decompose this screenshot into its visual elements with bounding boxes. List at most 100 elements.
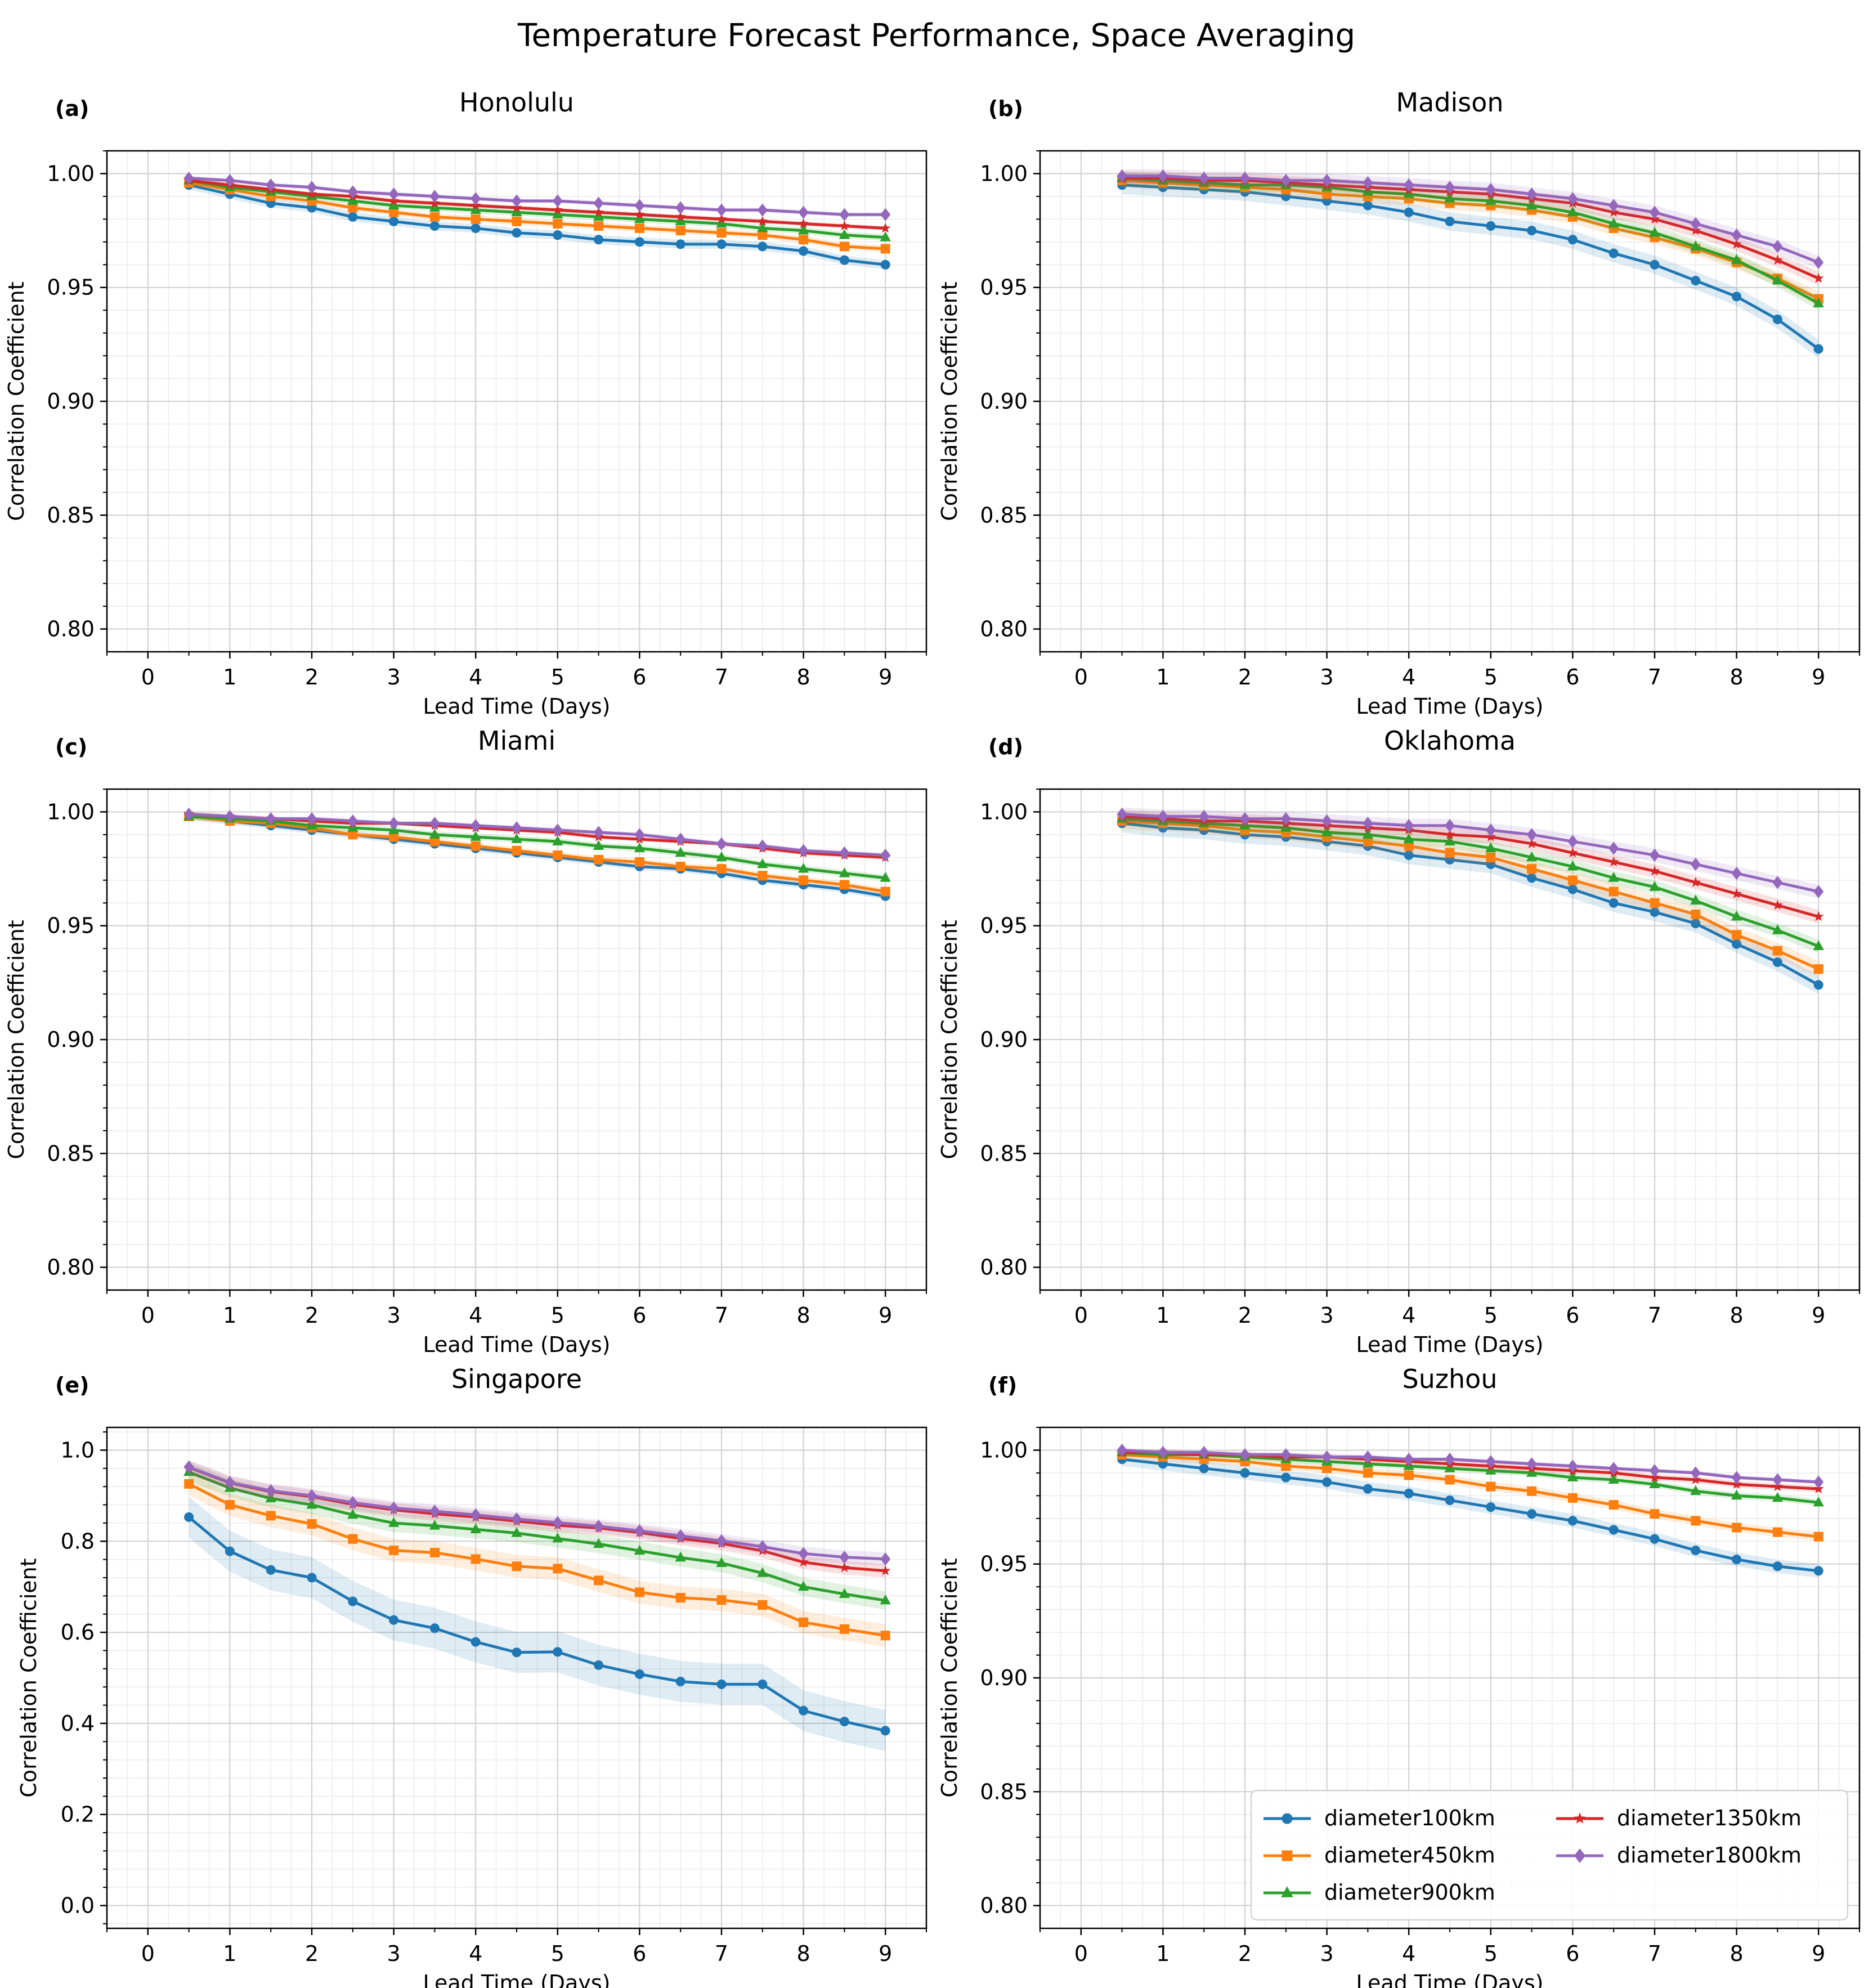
data-point (1608, 199, 1619, 212)
x-tick-label: 0 (141, 665, 155, 689)
x-tick-label: 4 (469, 1303, 482, 1328)
data-point (1404, 207, 1414, 217)
data-point (757, 1540, 768, 1553)
data-point (388, 1517, 400, 1527)
x-tick-label: 5 (1484, 1941, 1498, 1966)
band-diameter100km (1122, 176, 1819, 359)
data-point (225, 809, 235, 823)
data-point (758, 1679, 768, 1689)
data-point (471, 819, 481, 832)
line-diameter450km (1122, 1453, 1819, 1538)
band-diameter100km (1122, 1452, 1819, 1578)
series-diameter1800km (183, 807, 891, 862)
data-point (716, 203, 727, 217)
data-point (552, 835, 563, 845)
data-point (1731, 888, 1742, 899)
data-point (839, 220, 850, 231)
data-point (716, 213, 727, 224)
data-point (593, 840, 604, 850)
data-point (1527, 1509, 1537, 1519)
data-point (634, 1669, 644, 1680)
band-diameter100km (189, 1496, 886, 1752)
y-tick-label: 0.6 (61, 1620, 95, 1645)
x-tick-label: 1 (223, 1303, 236, 1328)
legend-item-diameter1350km: diameter1350km (1556, 1806, 1802, 1830)
series-group (183, 171, 891, 270)
legend-item-diameter1800km: diameter1800km (1556, 1843, 1802, 1868)
band-diameter1800km (189, 812, 886, 858)
data-point (880, 1631, 890, 1641)
data-point (1567, 875, 1578, 885)
legend-marker (1281, 1886, 1293, 1897)
data-point (1526, 1457, 1537, 1471)
data-point (839, 241, 849, 252)
data-point (1813, 272, 1824, 283)
series-diameter1800km (1117, 169, 1824, 270)
data-point (716, 228, 727, 238)
panel-letter: (d) (988, 735, 1023, 759)
y-tick-label: 0.90 (47, 1027, 95, 1052)
data-point (1526, 828, 1537, 841)
data-point (512, 1647, 522, 1658)
x-tick-label: 7 (715, 1941, 728, 1966)
data-point (1690, 877, 1701, 887)
data-point (757, 858, 768, 868)
data-point (429, 817, 440, 830)
data-point (1239, 812, 1251, 826)
data-point (1731, 229, 1742, 242)
x-tick-label: 2 (1238, 1303, 1252, 1328)
data-point (1813, 980, 1823, 990)
x-tick-label: 2 (1238, 665, 1252, 689)
series-diameter1800km (183, 1460, 891, 1566)
data-point (634, 209, 645, 220)
data-point (1445, 848, 1455, 858)
data-point (880, 848, 891, 862)
data-point (183, 1460, 194, 1474)
data-point (348, 212, 358, 222)
data-point (512, 216, 522, 226)
series-diameter1800km (183, 171, 891, 221)
x-tick-label: 2 (305, 1941, 319, 1966)
data-point (593, 207, 604, 217)
data-point (1526, 838, 1537, 849)
x-tick-label: 4 (469, 1941, 482, 1966)
x-tick-label: 0 (141, 1941, 155, 1966)
y-tick-label: 0.95 (980, 914, 1028, 938)
data-point (1363, 817, 1373, 830)
data-point (1608, 1462, 1619, 1475)
data-point (1444, 829, 1455, 839)
x-tick-label: 2 (305, 665, 319, 689)
y-tick-label: 1.00 (980, 1438, 1028, 1462)
data-point (675, 832, 686, 846)
line-diameter450km (189, 181, 886, 250)
y-tick-label: 0.0 (61, 1893, 95, 1918)
data-point (1650, 1509, 1660, 1519)
data-point (429, 1623, 440, 1633)
data-point (1813, 1496, 1824, 1507)
data-point (470, 831, 481, 841)
y-tick-label: 1.00 (980, 161, 1028, 186)
data-point (675, 201, 686, 214)
data-point (512, 228, 522, 238)
data-point (757, 216, 768, 226)
data-point (429, 190, 440, 203)
data-point (184, 1512, 194, 1522)
x-tick-label: 3 (387, 1941, 401, 1966)
x-axis-label: Lead Time (Days) (1356, 1332, 1544, 1357)
line-diameter1800km (189, 813, 886, 857)
data-point (1444, 835, 1455, 845)
x-axis: 0 1 2 3 4 5 6 7 8 9 Lead Time (Days) (1039, 1928, 1860, 1988)
data-point (266, 1511, 276, 1521)
data-point (880, 1565, 891, 1575)
data-point (1158, 169, 1168, 183)
data-point (593, 1538, 604, 1548)
panel-title: Honolulu (459, 87, 574, 118)
x-tick-label: 9 (1812, 1941, 1825, 1966)
data-point (1772, 957, 1782, 967)
data-point (1527, 1486, 1537, 1496)
data-point (1444, 192, 1455, 203)
data-point (1321, 826, 1333, 836)
data-point (306, 181, 317, 194)
